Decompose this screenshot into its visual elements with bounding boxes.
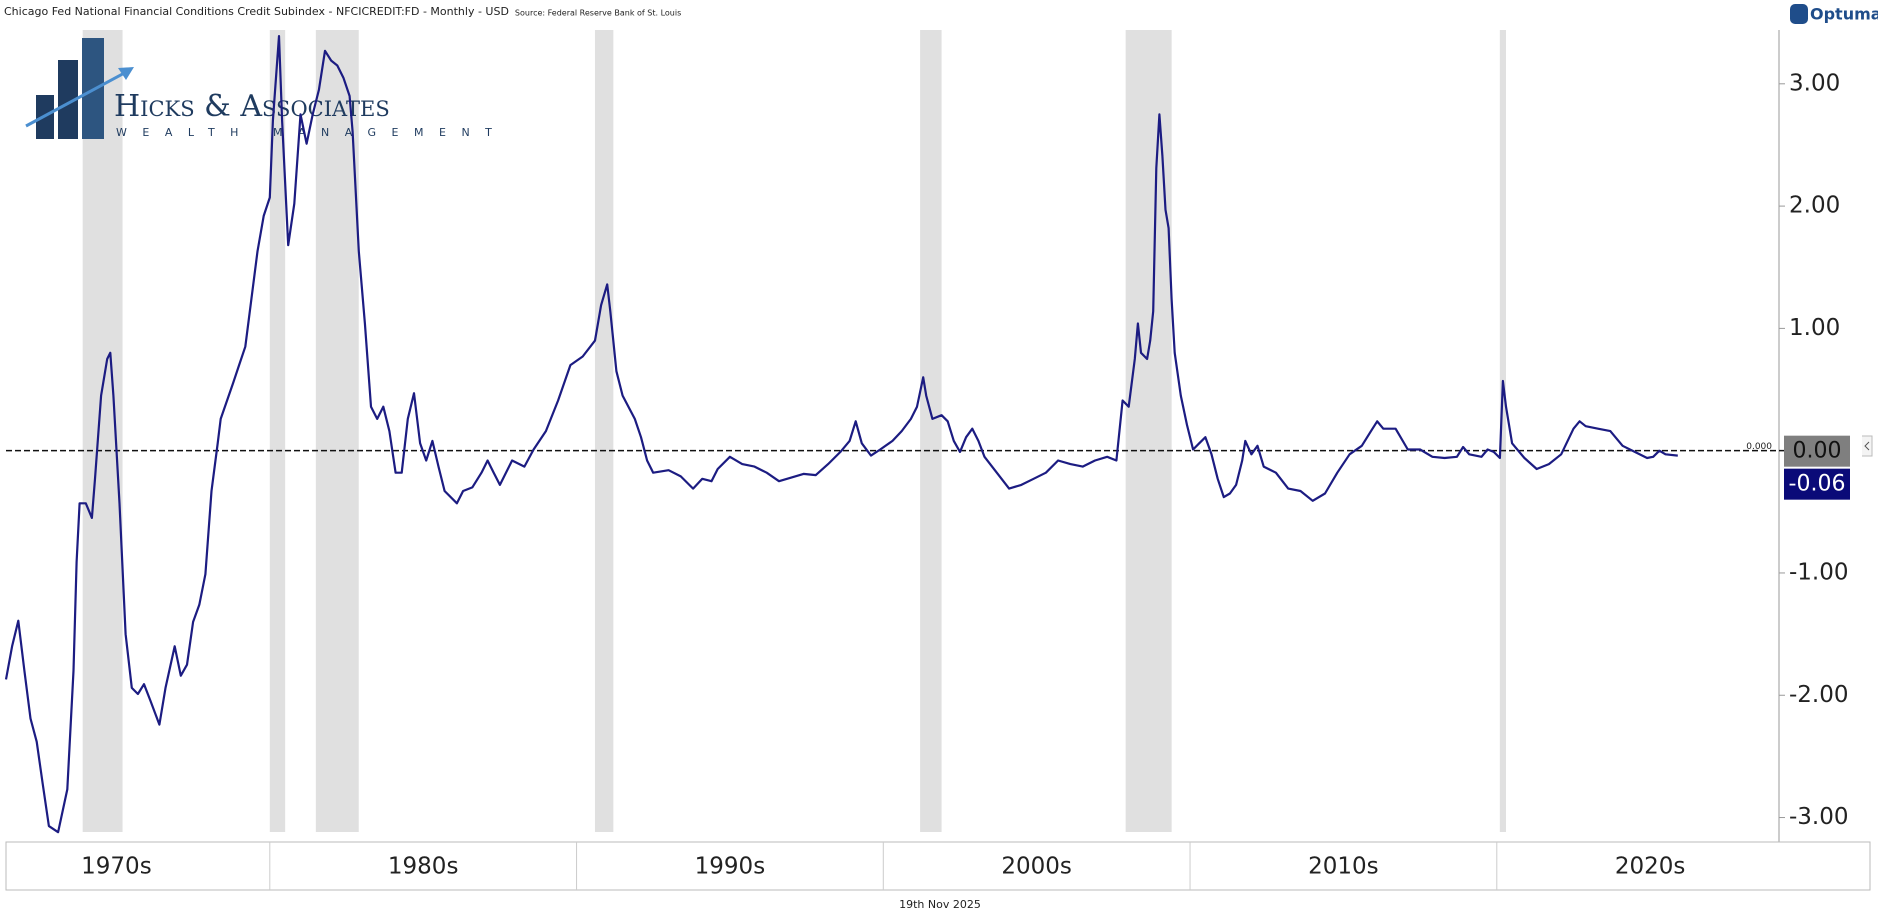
brand-icon bbox=[1790, 4, 1808, 24]
recession-band bbox=[594, 30, 614, 832]
recession-band bbox=[269, 30, 286, 832]
x-tick-label: 1990s bbox=[695, 854, 766, 880]
x-tick-label: 2020s bbox=[1615, 854, 1686, 880]
logo-arrowhead bbox=[118, 67, 134, 80]
chart-title: Chicago Fed National Financial Condition… bbox=[4, 5, 509, 18]
logo-bar bbox=[58, 60, 78, 139]
y-tick-label: -3.00 bbox=[1789, 804, 1849, 830]
x-tick-label: 2000s bbox=[1001, 854, 1072, 880]
x-tick-label: 2010s bbox=[1308, 854, 1379, 880]
recession-band bbox=[920, 30, 942, 832]
logo-subtitle: WEALTH MANAGEMENT bbox=[116, 126, 507, 139]
reference-label: 0.000 bbox=[1746, 442, 1772, 452]
last-value-label: 0.00 bbox=[1793, 439, 1842, 464]
last-value-label: -0.06 bbox=[1789, 472, 1846, 497]
logo-arrow bbox=[25, 68, 131, 128]
logo-title: Hicks & Associates bbox=[114, 89, 390, 124]
last-value-box bbox=[1784, 435, 1850, 467]
y-tick-label: 3.00 bbox=[1789, 70, 1840, 96]
recession-band bbox=[82, 30, 123, 832]
y-tick-label: -1.00 bbox=[1789, 559, 1849, 585]
logo: Hicks & Associates WEALTH MANAGEMENT bbox=[25, 38, 507, 139]
last-value-box bbox=[1784, 468, 1850, 500]
data-line bbox=[4, 35, 1678, 834]
brand: Optuma bbox=[1810, 5, 1878, 24]
recession-band bbox=[315, 30, 359, 832]
recession-band bbox=[1499, 30, 1506, 832]
recession-band bbox=[1125, 30, 1172, 832]
side-tab-arrow bbox=[1864, 441, 1870, 451]
source: Source: Federal Reserve Bank of St. Loui… bbox=[515, 9, 681, 18]
x-tick-label: 1970s bbox=[81, 854, 152, 880]
x-tick-label: 1980s bbox=[388, 854, 459, 880]
x-axis-band bbox=[5, 841, 1871, 891]
side-tab bbox=[1862, 435, 1873, 457]
y-tick-label: -2.00 bbox=[1789, 682, 1849, 708]
date-label: 19th Nov 2025 bbox=[899, 898, 981, 911]
y-tick-label: 1.00 bbox=[1789, 315, 1840, 341]
y-tick-label: 2.00 bbox=[1789, 193, 1840, 219]
